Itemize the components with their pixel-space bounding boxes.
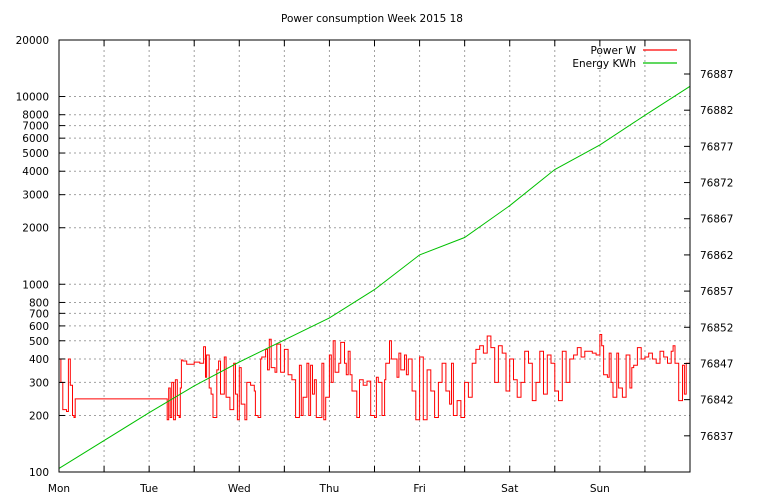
legend: Power W Energy KWh [572,45,677,70]
y-left-tick-label: 20000 [16,35,49,47]
y-left-tick-label: 5000 [22,148,49,160]
series-layer [58,85,691,469]
x-tick-label: Tue [139,483,158,495]
y-left-tick-label: 4000 [22,166,49,178]
y-left-tick-label: 300 [29,377,49,389]
x-tick-label: Wed [228,483,251,495]
y-right-tick-label: 76872 [700,178,733,190]
x-tick-label: Sat [501,483,518,495]
y-right-tick-label: 76842 [700,395,733,407]
x-tick-label: Thu [319,483,340,495]
chart-title: Power consumption Week 2015 18 [281,13,463,25]
y-left-tick-label: 100 [29,467,49,479]
x-tick-label: Mon [48,483,70,495]
series-line-power-w [59,334,691,421]
grid [59,40,690,472]
y-left-tick-label: 10000 [16,92,49,104]
y-left-tick-label: 6000 [22,133,49,145]
y-left-tick-label: 800 [29,297,49,309]
y-left-tick-label: 500 [29,336,49,348]
y-right-tick-label: 76852 [700,322,733,334]
y-right-tick-label: 76837 [700,431,733,443]
y-right-tick-label: 76857 [700,286,733,298]
x-tick-label: Fri [413,483,426,495]
y-right-tick-label: 76867 [700,214,733,226]
y-right-tick-label: 76877 [700,141,733,153]
y-left-tick-label: 2000 [22,223,49,235]
y-left-tick-label: 600 [29,321,49,333]
series-line-energy-kwh [58,85,691,469]
y-left-tick-label: 1000 [22,279,49,291]
y-left-tick-label: 700 [29,308,49,320]
y-left-tick-label: 3000 [22,190,49,202]
y-left-tick-label: 8000 [22,110,49,122]
y-left-tick-label: 7000 [22,121,49,133]
axes: Mon Tue Wed Thu Fri Sat Sun1002003004005006007… [16,35,734,495]
y-left-tick-label: 200 [29,410,49,422]
y-right-tick-label: 76847 [700,358,733,370]
legend-label-power: Power W [591,45,637,57]
y-right-tick-label: 76882 [700,105,733,117]
y-right-tick-label: 76862 [700,250,733,262]
y-right-tick-label: 76887 [700,69,733,81]
y-left-tick-label: 400 [29,354,49,366]
legend-label-energy: Energy KWh [572,58,636,70]
x-tick-label: Sun [590,483,610,495]
